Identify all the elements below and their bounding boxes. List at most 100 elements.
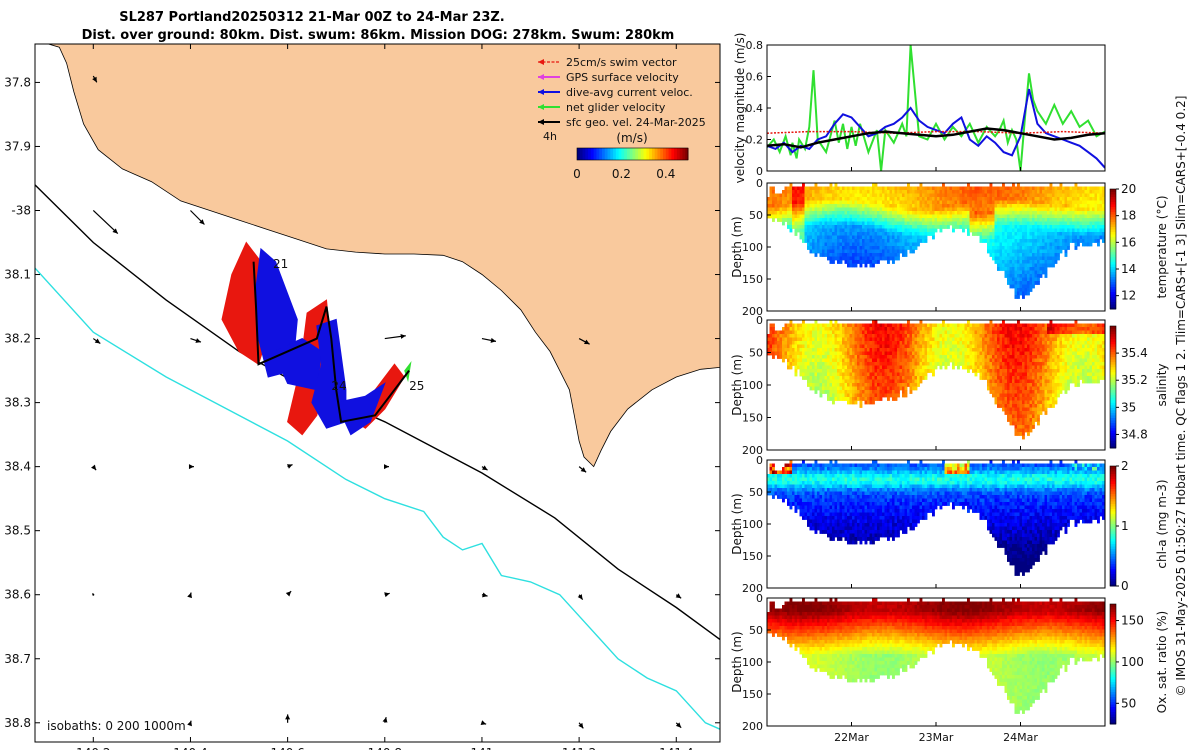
section-cell: [874, 242, 878, 247]
section-cell: [817, 355, 820, 359]
section-cell: [1002, 393, 1005, 398]
section-cell: [952, 362, 955, 366]
section-cell: [897, 193, 900, 198]
section-cell: [857, 214, 860, 219]
section-cell: [854, 369, 858, 373]
section-cell: [869, 221, 873, 226]
section-cell: [989, 365, 993, 370]
section-cell: [864, 393, 868, 398]
section-cell: [844, 228, 848, 233]
section-cell: [944, 323, 948, 328]
section-cell: [819, 358, 823, 363]
section-cell: [982, 348, 985, 352]
section-cell: [1027, 379, 1030, 384]
section-cell: [864, 369, 868, 373]
section-cell: [857, 348, 860, 352]
section-cell: [1049, 186, 1053, 191]
section-cell: [1009, 284, 1013, 289]
section-cell: [797, 193, 800, 198]
section-cell: [904, 351, 908, 356]
section-cell: [987, 386, 990, 391]
section-cell: [824, 376, 828, 380]
section-cell: [1069, 190, 1073, 194]
section-cell: [989, 190, 993, 194]
section-cell: [869, 323, 873, 328]
section-cell: [802, 376, 805, 380]
section-cell: [1052, 197, 1055, 201]
section-cell: [1024, 193, 1028, 198]
section-cell: [857, 249, 860, 254]
section-cell: [844, 218, 848, 222]
section-cell: [1084, 214, 1088, 219]
section-cell: [792, 341, 795, 345]
section-cell: [847, 218, 850, 222]
section-cell: [1092, 239, 1095, 243]
section-cell: [929, 358, 933, 363]
section-cell: [1024, 414, 1028, 419]
legend-arrowhead: [538, 104, 544, 110]
section-cell: [1029, 386, 1033, 391]
section-cell: [827, 190, 830, 194]
section-cell: [1087, 232, 1090, 236]
section-cell: [814, 186, 818, 191]
section-cell: [914, 386, 918, 391]
section-cell: [904, 344, 908, 349]
section-cell: [889, 235, 893, 240]
section-cell: [1017, 369, 1020, 373]
section-cell: [1004, 211, 1008, 215]
section-cell: [864, 337, 868, 342]
section-cell: [859, 218, 863, 222]
section-cell: [977, 358, 980, 363]
section-cell: [932, 365, 935, 370]
section-cell: [922, 218, 925, 222]
section-cell: [844, 365, 848, 370]
section-cell: [817, 351, 820, 356]
section-cell: [1019, 411, 1023, 415]
section-cell: [892, 253, 895, 257]
section-cell: [909, 330, 913, 335]
section-cell: [1022, 235, 1025, 240]
section-cell: [902, 242, 905, 247]
section-cell: [827, 193, 830, 198]
section-cell: [822, 341, 825, 345]
section-cell: [827, 249, 830, 254]
section-cell: [877, 358, 880, 363]
section-cell: [977, 214, 980, 219]
section-cell: [874, 190, 878, 194]
section-cell: [819, 330, 823, 335]
section-cell: [887, 214, 890, 219]
section-cell: [1084, 242, 1088, 247]
section-cell: [924, 369, 928, 373]
section-cell: [1067, 190, 1070, 194]
section-cell: [809, 358, 813, 363]
section-cell: [859, 207, 863, 212]
section-cell: [899, 376, 903, 380]
section-cell: [854, 337, 858, 342]
section-cell: [1049, 263, 1053, 268]
section-cell: [1029, 414, 1033, 419]
section-cell: [854, 197, 858, 201]
section-cell: [984, 211, 988, 215]
section-cell: [1022, 372, 1025, 377]
section-cell: [1012, 358, 1015, 363]
section-cell: [1042, 193, 1045, 198]
section-cell: [814, 330, 818, 335]
section-cell: [824, 225, 828, 229]
section-cell: [1032, 404, 1035, 408]
section-cell: [844, 372, 848, 377]
colorbar-swatch: [588, 148, 592, 160]
section-cell: [1027, 253, 1030, 257]
section-cell: [777, 207, 780, 212]
section-cell: [1067, 228, 1070, 233]
section-cell: [1014, 397, 1018, 401]
section-cell: [907, 362, 910, 366]
section-cell: [962, 327, 965, 331]
section-cell: [919, 362, 923, 366]
section-cell: [984, 327, 988, 331]
section-cell: [827, 246, 830, 250]
section-cell: [924, 376, 928, 380]
section-cell: [862, 190, 865, 194]
section-cell: [862, 256, 865, 261]
section-cell: [902, 239, 905, 243]
section-cell: [839, 239, 843, 243]
